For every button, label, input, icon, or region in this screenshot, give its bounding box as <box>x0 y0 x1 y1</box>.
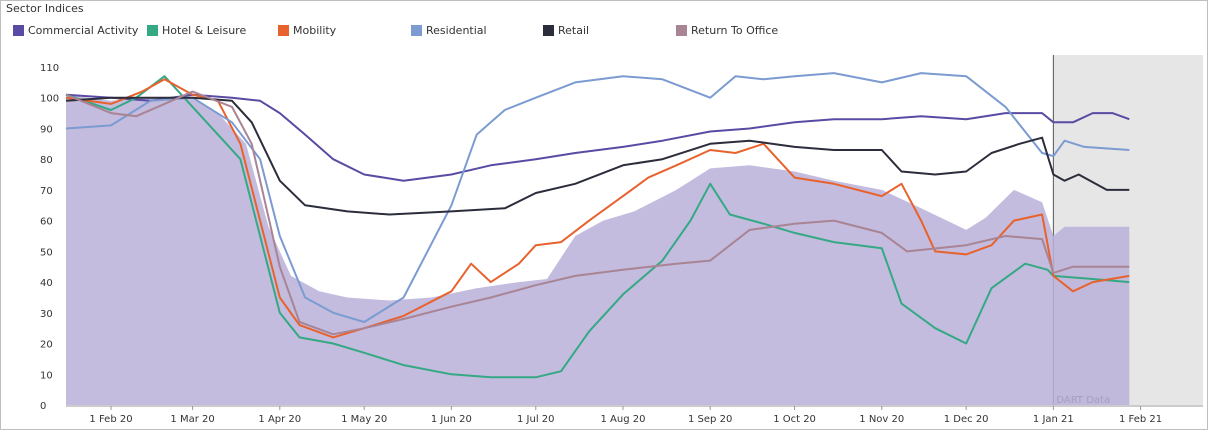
series-line-commercial-activity <box>65 93 1130 182</box>
x-tick-label: 1 Apr 20 <box>258 414 301 425</box>
x-tick-label: 1 Feb 21 <box>1119 414 1162 425</box>
series-area-commercial-activity-area <box>66 94 1130 405</box>
x-tick-label: 1 Jan 21 <box>1033 414 1074 425</box>
x-tick-label: 1 Sep 20 <box>688 414 732 425</box>
legend-label: Residential <box>426 23 487 37</box>
legend-swatch <box>543 24 554 36</box>
x-tick-label: 1 Mar 20 <box>170 414 214 425</box>
y-tick-label: 80 <box>40 155 53 166</box>
x-tick-label: 1 Nov 20 <box>859 414 904 425</box>
legend-swatch <box>676 24 687 36</box>
series-group <box>65 72 1130 405</box>
series-line-return-to-office <box>65 90 1130 336</box>
legend-label: Hotel & Leisure <box>162 23 247 37</box>
legend-swatch <box>411 24 422 36</box>
x-tick-label: 1 Dec 20 <box>944 414 989 425</box>
x-tick-label: 1 May 20 <box>341 414 387 425</box>
x-tick-label: 1 Oct 20 <box>773 414 816 425</box>
series-line-mobility <box>65 78 1130 339</box>
y-tick-label: 50 <box>40 247 53 258</box>
x-tick-label: 1 Aug 20 <box>600 414 645 425</box>
y-tick-label: 0 <box>40 401 46 412</box>
y-tick-label: 20 <box>40 340 53 351</box>
y-tick-label: 70 <box>40 186 53 197</box>
legend-item-return-to-office[interactable]: Return To Office <box>676 22 778 38</box>
y-tick-label: 10 <box>40 370 53 381</box>
x-tick-label: 1 Jul 20 <box>517 414 555 425</box>
series-line-residential <box>65 72 1130 323</box>
y-tick-label: 110 <box>40 63 59 74</box>
y-tick-label: 40 <box>40 278 53 289</box>
y-tick-label: 90 <box>40 124 53 135</box>
legend-label: Return To Office <box>691 23 779 37</box>
x-tick-label: 1 Feb 20 <box>89 414 132 425</box>
axes: 0 10 20 30 40 50 60 70 80 90 100 110 1 Feb 20 1 Mar 2… <box>40 63 1203 425</box>
x-tick-label: 1 Jun 20 <box>431 414 472 425</box>
legend-title: Sector Indices <box>6 2 84 15</box>
y-tick-label: 30 <box>40 309 53 320</box>
legend-item-residential[interactable]: Residential <box>411 22 487 38</box>
legend-item-mobility[interactable]: Mobility <box>278 22 336 38</box>
legend-swatch <box>13 24 24 36</box>
legend: Commercial Activity Hotel & Leisure Mobi… <box>0 22 1208 38</box>
legend-swatch <box>278 24 289 36</box>
legend-label: Retail <box>558 23 590 37</box>
legend-swatch <box>147 24 158 36</box>
y-tick-label: 100 <box>40 94 59 105</box>
legend-item-retail[interactable]: Retail <box>543 22 589 38</box>
series-line-retail <box>65 96 1130 216</box>
legend-item-commercial-activity[interactable]: Commercial Activity <box>13 22 138 38</box>
series-line-hotel-leisure <box>65 75 1130 379</box>
y-tick-label: 60 <box>40 217 53 228</box>
legend-label: Commercial Activity <box>28 23 139 37</box>
legend-label: Mobility <box>293 23 337 37</box>
legend-item-hotel-leisure[interactable]: Hotel & Leisure <box>147 22 246 38</box>
